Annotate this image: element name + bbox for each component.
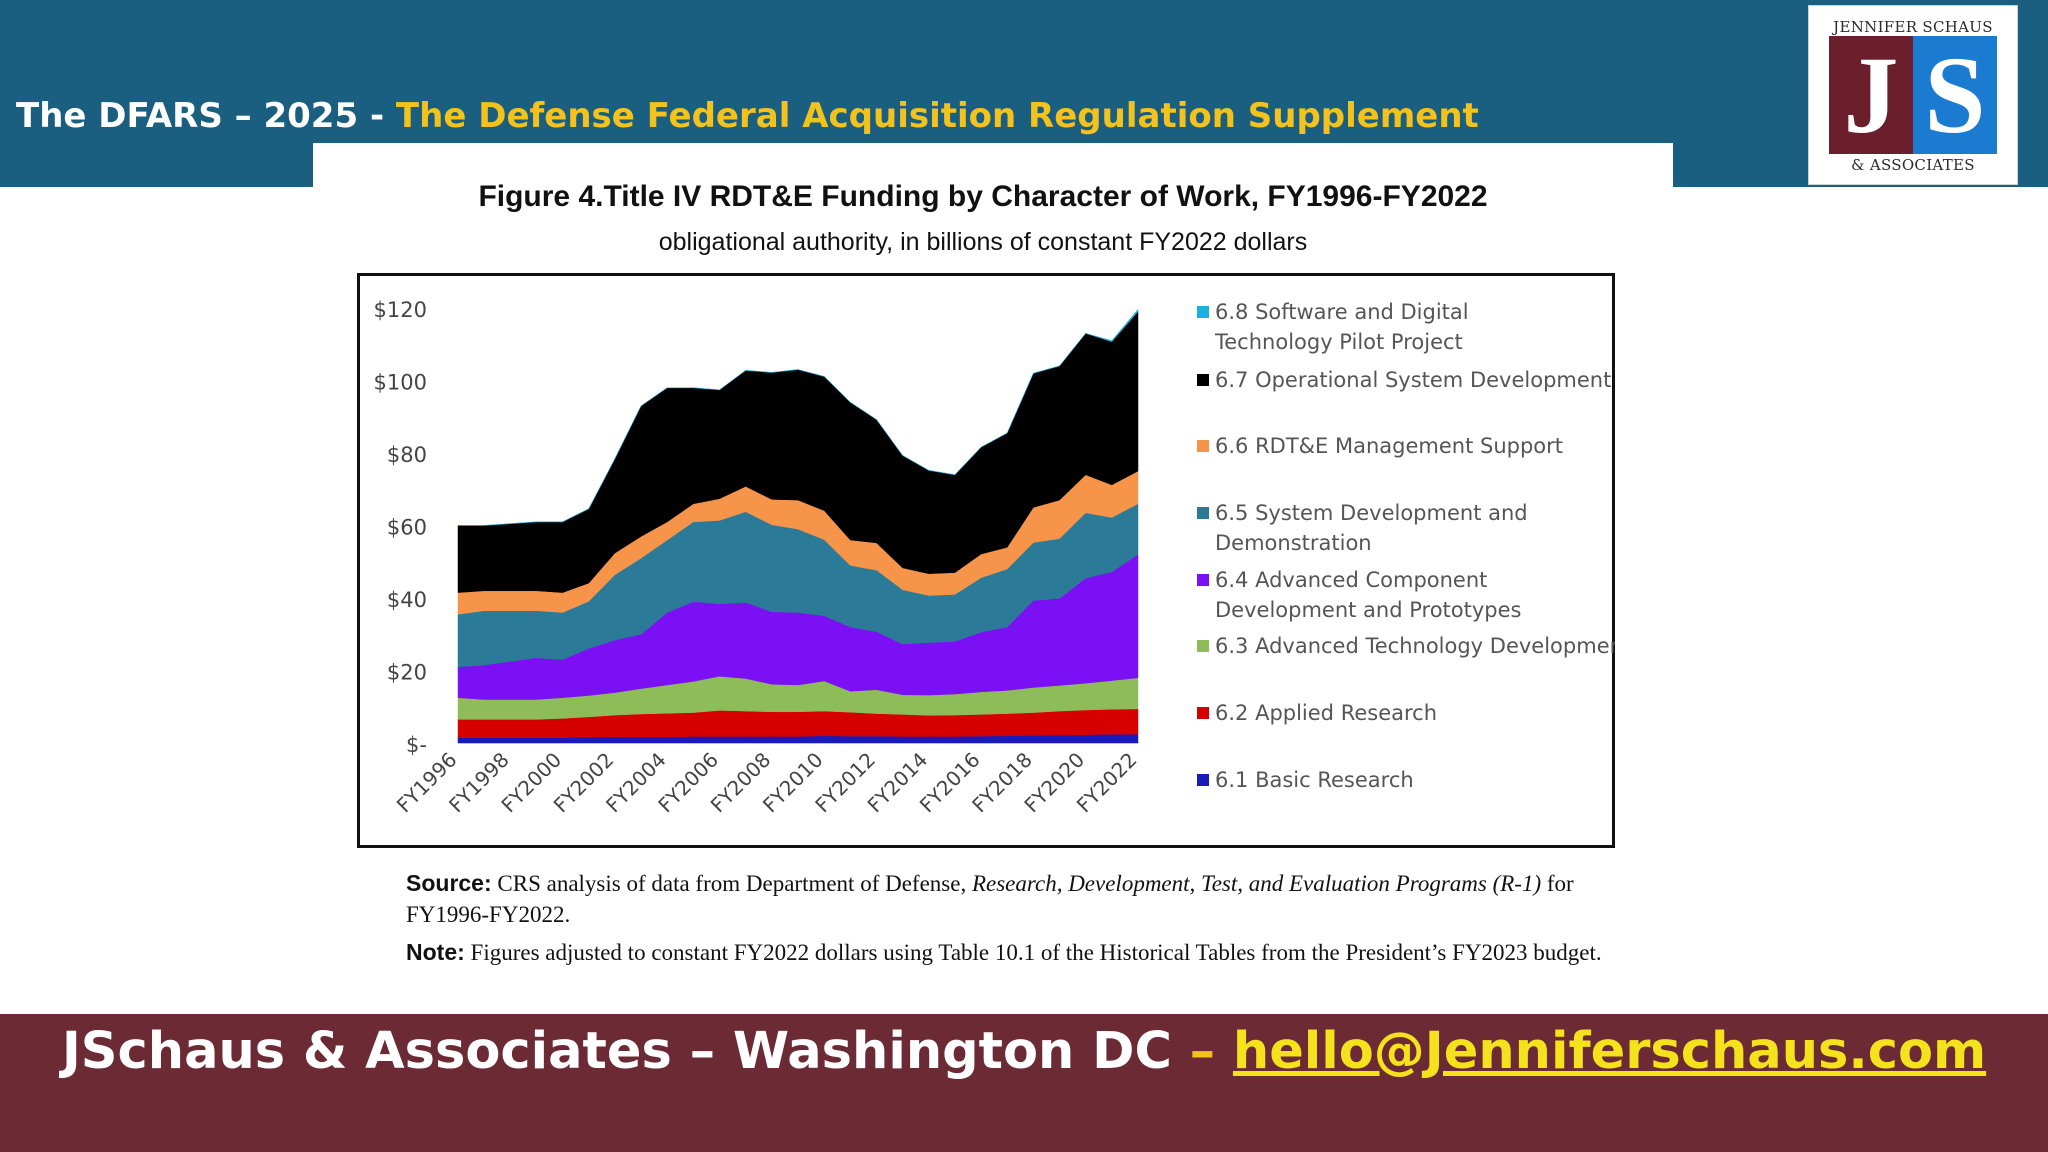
legend-label: 6.2 Applied Research bbox=[1215, 701, 1437, 725]
y-tick-label: $20 bbox=[387, 661, 427, 685]
logo-letter-j: J bbox=[1829, 36, 1913, 154]
note-text: Figures adjusted to constant FY2022 doll… bbox=[464, 940, 1602, 965]
figure-subtitle: obligational authority, in billions of c… bbox=[658, 228, 1308, 256]
footer-dash: – bbox=[1189, 1022, 1233, 1081]
legend-swatch bbox=[1197, 306, 1209, 318]
adjustment-note: Note: Figures adjusted to constant FY202… bbox=[406, 937, 1626, 968]
slide-title-accent: The Defense Federal Acquisition Regulati… bbox=[395, 96, 1479, 136]
legend-label: 6.3 Advanced Technology Development bbox=[1215, 634, 1615, 658]
y-tick-label: $60 bbox=[387, 516, 427, 540]
legend-label: 6.8 Software and Digital bbox=[1215, 300, 1469, 324]
source-text-2: for FY1996-FY2022. bbox=[406, 871, 1574, 927]
legend-swatch bbox=[1197, 707, 1209, 719]
slide-title-prefix: The DFARS – 2025 - bbox=[16, 96, 396, 136]
footer-company: JSchaus & Associates – Washington DC bbox=[61, 1022, 1190, 1081]
source-italic: Research, Development, Test, and Evaluat… bbox=[971, 871, 1542, 896]
y-tick-label: $100 bbox=[374, 371, 427, 395]
legend-swatch bbox=[1197, 574, 1209, 586]
logo-letter-s: S bbox=[1913, 36, 1997, 154]
stacked-area-chart: $-$20$40$60$80$100$120FY1996FY1998FY2000… bbox=[374, 298, 1615, 817]
legend-label: Development and Prototypes bbox=[1215, 598, 1521, 622]
note-label: Note: bbox=[406, 939, 465, 965]
figure-title: Figure 4.Title IV RDT&E Funding by Chara… bbox=[478, 180, 1488, 213]
chart-frame bbox=[357, 273, 1615, 848]
logo-bottom-text: & ASSOCIATES bbox=[1851, 156, 1975, 174]
y-tick-label: $80 bbox=[387, 443, 427, 467]
footer-bar bbox=[0, 1014, 2048, 1152]
legend-label: 6.7 Operational System Development bbox=[1215, 368, 1611, 392]
legend-swatch bbox=[1197, 774, 1209, 786]
footer-contact: JSchaus & Associates – Washington DC – h… bbox=[0, 1022, 2048, 1081]
legend-label: 6.1 Basic Research bbox=[1215, 768, 1414, 792]
legend-swatch bbox=[1197, 640, 1209, 652]
legend-label: Technology Pilot Project bbox=[1214, 330, 1463, 354]
y-tick-label: $- bbox=[406, 733, 427, 757]
source-label: Source: bbox=[406, 870, 492, 896]
footer-email-link[interactable]: hello@Jenniferschaus.com bbox=[1232, 1022, 1987, 1081]
legend-label: Demonstration bbox=[1215, 531, 1372, 555]
area-series-8 bbox=[458, 308, 1139, 526]
y-tick-label: $120 bbox=[374, 298, 427, 322]
legend-label: 6.4 Advanced Component bbox=[1215, 568, 1487, 592]
slide-title: The DFARS – 2025 - The Defense Federal A… bbox=[16, 96, 1479, 136]
legend-swatch bbox=[1197, 507, 1209, 519]
legend-label: 6.6 RDT&E Management Support bbox=[1215, 434, 1563, 458]
source-note: Source: CRS analysis of data from Depart… bbox=[406, 868, 1626, 930]
legend-swatch bbox=[1197, 374, 1209, 386]
legend-swatch bbox=[1197, 440, 1209, 452]
logo-top-text: JENNIFER SCHAUS bbox=[1833, 18, 1993, 36]
y-tick-label: $40 bbox=[387, 588, 427, 612]
legend-label: 6.5 System Development and bbox=[1215, 501, 1528, 525]
source-text-1: CRS analysis of data from Department of … bbox=[491, 871, 972, 896]
company-logo: JENNIFER SCHAUS J S & ASSOCIATES bbox=[1808, 5, 2018, 185]
